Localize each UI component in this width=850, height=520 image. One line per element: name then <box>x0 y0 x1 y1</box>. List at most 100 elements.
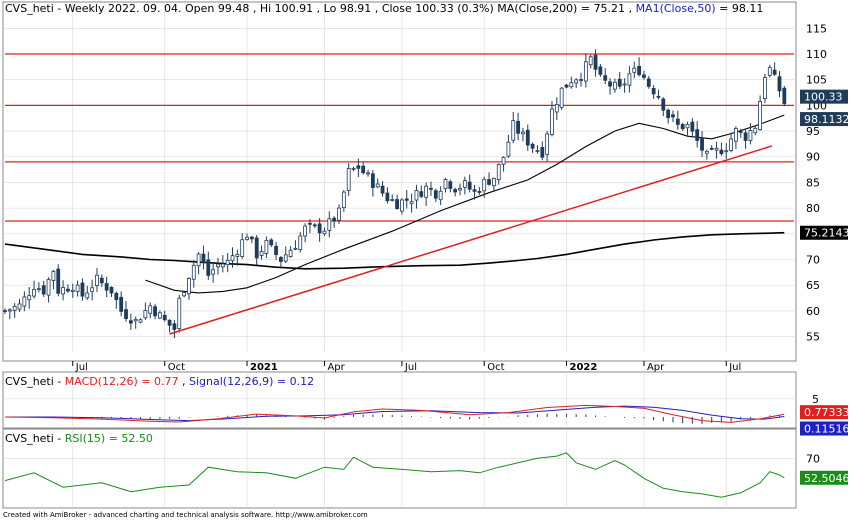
candle-body <box>124 309 128 319</box>
candle-body <box>734 128 738 142</box>
candle <box>666 108 671 124</box>
ma50-tag-text: 98.1132 <box>804 113 850 126</box>
candle <box>41 280 46 298</box>
x-tick-label: Jul <box>728 362 741 373</box>
candle <box>254 234 259 266</box>
candle <box>124 301 128 322</box>
x-tick-label: Oct <box>168 362 185 373</box>
ma200-tag-bg <box>800 225 848 240</box>
candle-body <box>700 137 704 151</box>
candle <box>409 193 414 213</box>
candle <box>114 291 119 309</box>
candle <box>51 269 56 290</box>
candle-body <box>133 318 138 322</box>
macd-layer <box>4 404 785 424</box>
price-y-tick: 105 <box>806 74 827 87</box>
candle-body <box>613 81 617 90</box>
candle <box>704 149 709 160</box>
candle <box>99 274 104 287</box>
candle-body <box>409 201 414 204</box>
candle-body <box>743 132 748 141</box>
candle-body <box>85 292 90 299</box>
candle-body <box>46 279 51 296</box>
price-panel-border <box>2 1 797 362</box>
candle-body <box>511 120 516 141</box>
candle-body <box>438 190 443 201</box>
candle <box>588 54 593 69</box>
candle-body <box>332 217 337 222</box>
candle-body <box>651 88 656 95</box>
candle <box>404 189 409 209</box>
candle-body <box>143 310 148 319</box>
ma200-tag-text: 75.2143 <box>804 227 850 240</box>
candle <box>7 308 12 320</box>
candle <box>390 194 395 202</box>
candle <box>216 257 220 275</box>
candle <box>613 78 617 93</box>
candle <box>622 78 627 93</box>
candle <box>119 291 124 317</box>
candle-body <box>27 295 32 301</box>
candle-body <box>772 69 777 75</box>
candle <box>375 178 380 189</box>
candle-body <box>90 287 95 292</box>
candle <box>172 319 177 339</box>
macd-tag-bg <box>800 405 848 420</box>
candle <box>90 279 95 301</box>
candle-body <box>535 149 540 152</box>
candle <box>308 219 312 234</box>
rsi-tag: 52.5046 <box>800 470 850 485</box>
candle <box>274 241 278 260</box>
candle-body <box>608 81 612 87</box>
candle <box>133 316 138 329</box>
candle-body <box>583 61 588 82</box>
candle-body <box>182 292 186 297</box>
candle-body <box>56 268 61 294</box>
macd-y-tick: 5 <box>812 393 819 406</box>
candle <box>632 61 637 79</box>
ma50-tag-bg <box>800 112 848 127</box>
header-ma200: MA(Close,200) = 75.21 <box>497 2 625 15</box>
candle-body <box>361 165 366 174</box>
candle <box>249 235 254 244</box>
candle <box>671 110 675 123</box>
candle-body <box>17 303 22 310</box>
price-y-tick: 60 <box>806 305 820 318</box>
candle-body <box>206 259 211 276</box>
rsi-tag-bg <box>800 470 848 485</box>
signal-tag: 0.11516 <box>800 421 850 436</box>
candle <box>153 303 157 320</box>
candle <box>758 95 763 131</box>
candle <box>525 124 530 151</box>
macd-header-symbol: CVS_heti <box>5 375 54 388</box>
header-sep1: , <box>253 2 260 15</box>
candle-body <box>249 236 254 240</box>
candle <box>642 70 646 80</box>
candle <box>695 121 700 148</box>
candle <box>482 176 487 198</box>
candle <box>187 277 191 300</box>
candle-body <box>748 130 753 141</box>
candle-body <box>95 274 99 286</box>
candle-body <box>414 190 419 201</box>
candle <box>303 223 308 243</box>
candle-body <box>424 185 429 198</box>
candle <box>104 276 109 298</box>
candle <box>729 132 733 153</box>
candle-body <box>550 108 554 136</box>
candle <box>656 89 661 100</box>
candle-body <box>245 236 249 240</box>
candle <box>763 73 767 103</box>
candle <box>370 169 375 197</box>
candle <box>569 76 574 89</box>
candle <box>400 198 404 215</box>
candle <box>17 298 22 313</box>
candle <box>738 128 743 138</box>
candle-body <box>109 286 114 294</box>
candle-body <box>211 269 216 275</box>
candle-body <box>714 147 719 151</box>
candle <box>283 246 288 263</box>
header-lo: Lo 98.91 <box>324 2 372 15</box>
candle-body <box>66 288 70 292</box>
